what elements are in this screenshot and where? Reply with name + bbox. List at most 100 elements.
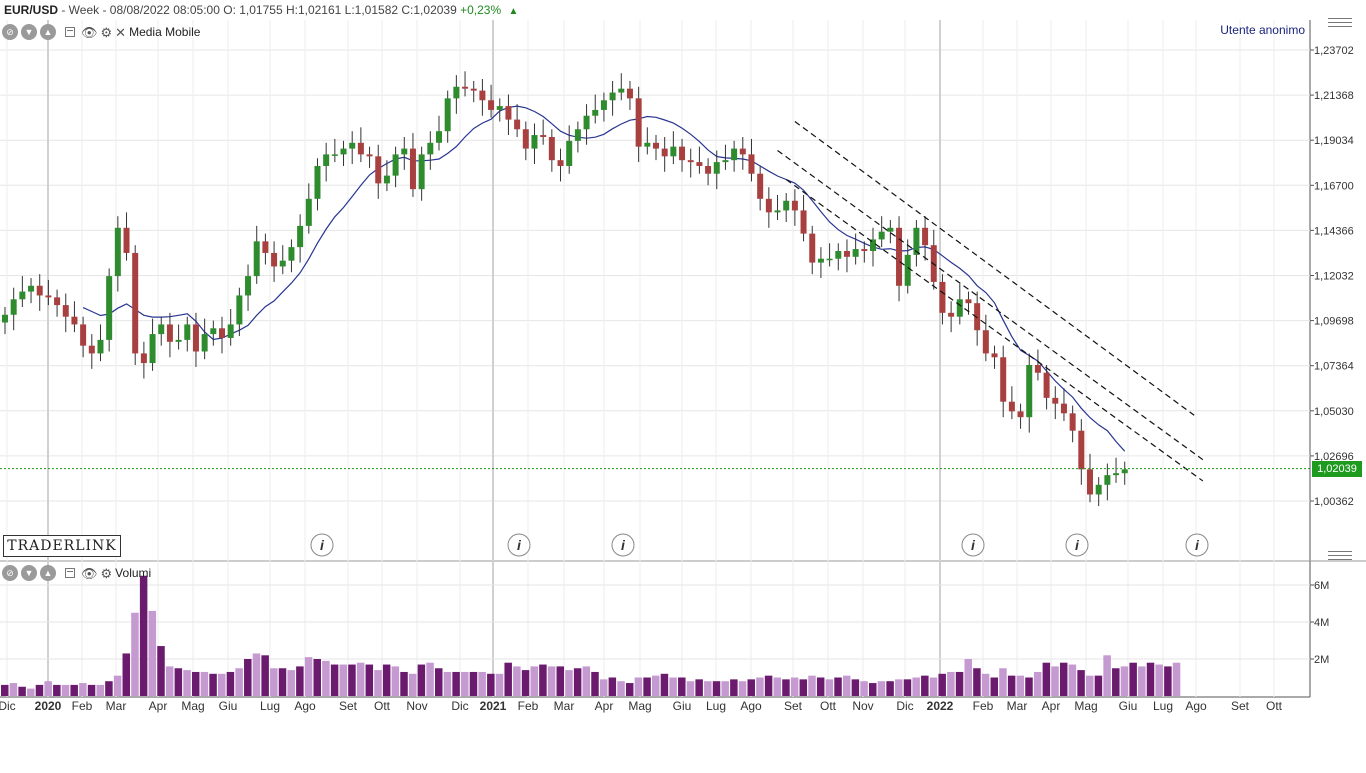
remove-indicator-icon[interactable]: ⊘ bbox=[2, 565, 18, 581]
candle-up bbox=[817, 258, 824, 263]
volume-bar bbox=[573, 668, 582, 696]
move-up-icon[interactable]: ▲ bbox=[40, 24, 56, 40]
volume-bar bbox=[912, 677, 920, 696]
candle-down bbox=[45, 295, 52, 298]
close-icon[interactable]: ✕ bbox=[115, 24, 127, 40]
volume-bar bbox=[582, 666, 591, 696]
candle-down bbox=[748, 154, 755, 174]
trend-channel-line[interactable] bbox=[785, 179, 1204, 482]
volume-bar bbox=[461, 671, 469, 696]
event-info-icon[interactable] bbox=[310, 533, 334, 557]
candle-up bbox=[531, 135, 538, 149]
volume-bar bbox=[504, 662, 512, 696]
move-down-icon[interactable]: ▼ bbox=[21, 565, 37, 581]
volume-bar bbox=[9, 683, 18, 696]
volume-bar bbox=[1033, 671, 1042, 696]
panel-resize-icon[interactable] bbox=[1328, 551, 1352, 563]
move-up-icon[interactable]: ▲ bbox=[40, 565, 56, 581]
volume-bar bbox=[790, 677, 799, 696]
candle-up bbox=[878, 231, 885, 240]
candle-down bbox=[540, 135, 547, 137]
volume-bar bbox=[435, 668, 443, 696]
volume-bar bbox=[521, 670, 530, 696]
volume-bar bbox=[895, 679, 903, 696]
remove-indicator-icon[interactable]: ⊘ bbox=[2, 24, 18, 40]
candle-up bbox=[453, 86, 460, 99]
candle-down bbox=[462, 86, 469, 89]
candle-up bbox=[783, 200, 790, 211]
candle-down bbox=[1034, 365, 1041, 373]
trend-channel-line[interactable] bbox=[794, 121, 1195, 416]
candle-down bbox=[687, 160, 694, 163]
volume-bar bbox=[808, 675, 816, 696]
volume-bar bbox=[825, 679, 834, 696]
event-info-glyph: i bbox=[971, 537, 976, 553]
volume-bar bbox=[773, 677, 782, 696]
volume-bar bbox=[365, 664, 374, 696]
minimize-panel-icon[interactable] bbox=[65, 27, 75, 37]
volume-bar bbox=[973, 668, 981, 696]
visibility-eye-icon[interactable]: 👁 bbox=[81, 565, 98, 581]
volume-bar bbox=[860, 681, 868, 696]
candle-down bbox=[765, 198, 772, 213]
volume-bar bbox=[547, 666, 556, 696]
candle-up bbox=[609, 92, 616, 101]
volume-bar bbox=[617, 681, 625, 696]
event-info-icon[interactable] bbox=[1065, 533, 1089, 557]
volume-bar bbox=[947, 671, 955, 696]
volume-bar bbox=[608, 677, 617, 696]
candle-up bbox=[297, 225, 304, 248]
price-tick-label: 1,19034 bbox=[1314, 135, 1354, 147]
volume-bar bbox=[322, 660, 330, 696]
time-tick-label: Giu bbox=[673, 699, 692, 713]
candle-down bbox=[54, 297, 61, 306]
volume-bar bbox=[417, 664, 426, 696]
time-tick-label: Ago bbox=[294, 699, 316, 713]
candle-up bbox=[1113, 473, 1120, 476]
event-info-icon[interactable] bbox=[1185, 533, 1209, 557]
menu-icon[interactable] bbox=[1328, 18, 1352, 30]
volume-bar bbox=[391, 666, 400, 696]
volume-bar bbox=[18, 686, 26, 696]
trend-channel-line[interactable] bbox=[777, 150, 1204, 461]
event-info-icon[interactable] bbox=[961, 533, 985, 557]
volume-bar bbox=[165, 666, 174, 696]
time-tick-label: Mar bbox=[554, 699, 575, 713]
volume-bar bbox=[842, 675, 851, 696]
time-tick-label: Apr bbox=[149, 699, 168, 713]
price-tick-label: 1,21368 bbox=[1314, 90, 1354, 102]
volume-bar bbox=[1068, 664, 1077, 696]
volume-bar bbox=[964, 659, 972, 696]
settings-gear-icon[interactable]: ⚙ bbox=[100, 24, 113, 40]
event-info-icon[interactable] bbox=[507, 533, 531, 557]
candle-down bbox=[809, 233, 816, 263]
volume-bar bbox=[565, 670, 573, 696]
move-down-icon[interactable]: ▼ bbox=[21, 24, 37, 40]
candle-up bbox=[236, 295, 243, 325]
candle-down bbox=[1069, 413, 1076, 431]
volume-bar bbox=[1155, 664, 1163, 696]
volume-bar bbox=[426, 662, 434, 696]
candle-down bbox=[80, 324, 87, 346]
settings-gear-icon[interactable]: ⚙ bbox=[100, 565, 113, 581]
volume-bar bbox=[1172, 662, 1181, 696]
time-tick-label: Set bbox=[1231, 699, 1250, 713]
volume-bar bbox=[252, 653, 261, 696]
minimize-panel-icon[interactable] bbox=[65, 568, 75, 578]
traderlink-logo: TRADERLINK bbox=[3, 535, 121, 557]
volume-bar bbox=[678, 677, 686, 696]
time-tick-label: Set bbox=[784, 699, 803, 713]
time-tick-label: Ott bbox=[820, 699, 837, 713]
candle-down bbox=[557, 160, 564, 166]
visibility-eye-icon[interactable]: 👁 bbox=[81, 24, 98, 40]
price-tick-label: 1,14366 bbox=[1314, 225, 1354, 237]
symbol-label: EUR/USD bbox=[4, 3, 59, 17]
candle-up bbox=[644, 142, 651, 147]
volume-bar bbox=[27, 688, 35, 696]
volume-tick-label: 6M bbox=[1314, 580, 1329, 592]
user-label[interactable]: Utente anonimo bbox=[1220, 23, 1305, 37]
event-info-icon[interactable] bbox=[611, 533, 635, 557]
candle-up bbox=[436, 131, 442, 143]
candle-down bbox=[800, 210, 807, 234]
volume-bar bbox=[157, 646, 165, 696]
